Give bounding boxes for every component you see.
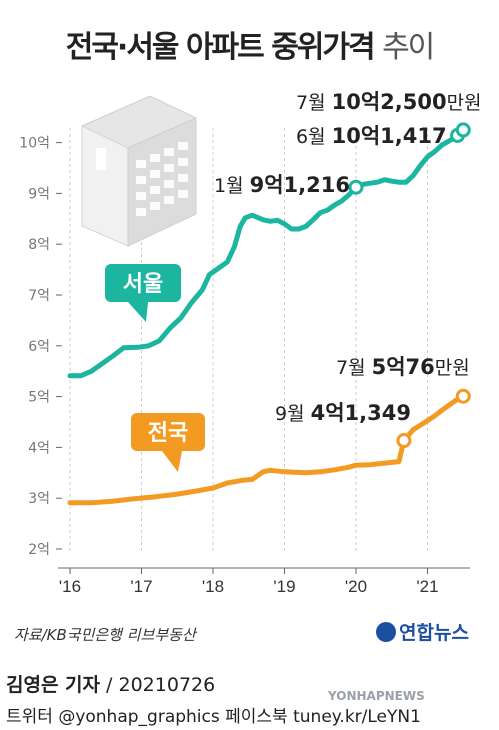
- x-tick-label: '19: [273, 577, 295, 596]
- y-tick-label: 8억: [28, 237, 50, 253]
- line-chart: '16 '17 '18 '19 '20 '21 2억 3억 4억 5억 6억 7억 8억 9억 10억 서울…: [19, 90, 482, 596]
- series-label-seoul: 서울: [123, 272, 163, 297]
- y-tick-label: 6억: [28, 339, 50, 355]
- axes: '16 '17 '18 '19 '20 '21 2억 3억 4억 5억 6억 7억 8억 9억 10억: [19, 136, 470, 596]
- series-label-bubble-national: [131, 413, 205, 451]
- byline: 김영은 기자 / 20210726: [6, 670, 215, 697]
- chart-title-main: 전국·서울 아파트 중위가격: [65, 30, 376, 65]
- y-tick-label: 5억: [28, 390, 50, 406]
- series-label-bubble-seoul: [105, 264, 181, 302]
- social-footer: 트위터 @yonhap_graphics 페이스북 tuney.kr/LeYN1: [6, 707, 421, 727]
- data-point-label: 6월 10억1,417: [296, 124, 447, 148]
- y-tick-label: 7억: [28, 288, 50, 304]
- y-tick-label: 9억: [28, 186, 50, 202]
- data-point-label: 7월 5억76만원: [336, 355, 470, 379]
- chart-title-suffix: 추이: [382, 30, 435, 65]
- series: [67, 127, 466, 506]
- yonhap-logo: 연합뉴스: [376, 618, 469, 645]
- chart-title: 전국·서울 아파트 중위가격 추이: [0, 22, 499, 66]
- data-point-marker-national: [455, 388, 471, 404]
- x-tick-label: '20: [345, 577, 367, 596]
- data-point-label: 9월 4억1,349: [275, 401, 411, 425]
- y-tick-label: 10억: [19, 136, 50, 152]
- yonhap-logo-text: 연합뉴스: [399, 622, 469, 644]
- x-tick-label: '18: [202, 577, 224, 596]
- grid: [69, 128, 428, 552]
- reporter-name: 김영은 기자: [6, 674, 101, 696]
- data-point-marker-seoul: [455, 122, 471, 138]
- publish-date: / 20210726: [100, 674, 216, 696]
- series-label-national: 전국: [148, 421, 188, 446]
- series-line-national: [67, 393, 466, 506]
- data-point-marker-national: [396, 433, 412, 449]
- series-label-tail-national: [162, 451, 182, 472]
- data-point-label: 1월 9억1,216: [214, 173, 350, 197]
- data-point-label: 7월 10억2,500만원: [296, 90, 482, 114]
- watermark: YONHAPNEWS: [328, 689, 425, 703]
- series-line-seoul: [67, 127, 466, 379]
- x-tick-label: '21: [416, 577, 438, 596]
- data-point-marker-seoul: [348, 179, 364, 195]
- building-illustration: [80, 95, 198, 247]
- source-note: 자료/KB국민은행 리브부동산: [14, 626, 196, 644]
- y-tick-label: 2억: [28, 542, 50, 558]
- building-windows: [96, 142, 188, 216]
- x-tick-label: '16: [59, 577, 81, 596]
- series-label-tail-seoul: [128, 302, 148, 322]
- x-tick-label: '17: [130, 577, 152, 596]
- y-tick-label: 4억: [28, 440, 50, 456]
- yonhap-logo-icon: [376, 622, 396, 642]
- y-tick-label: 3억: [28, 491, 50, 507]
